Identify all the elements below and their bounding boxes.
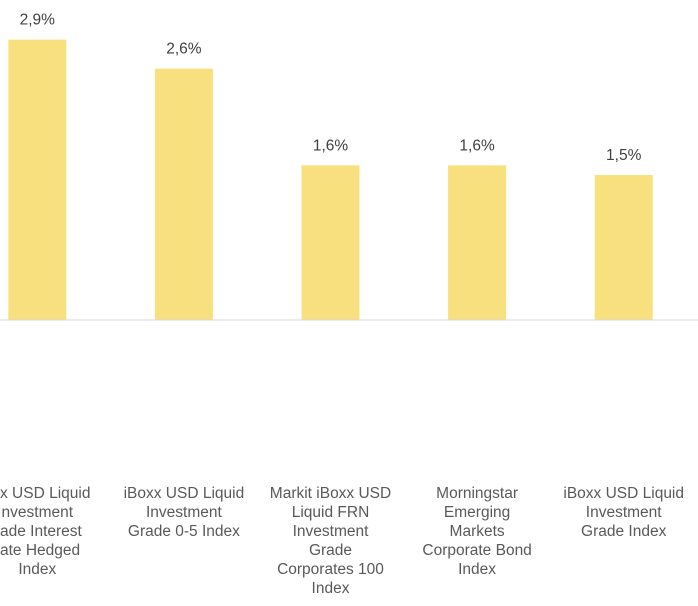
- x-tick-label: Markit iBoxx USD: [270, 485, 391, 502]
- x-tick-label: Index: [312, 580, 350, 597]
- bar: [8, 39, 67, 321]
- bar: [594, 175, 653, 320]
- value-label: 2,6%: [166, 41, 202, 58]
- x-tick-label: Investment: [146, 504, 223, 521]
- x-tick-label: Corporates 100: [277, 561, 384, 578]
- value-label: 1,6%: [459, 137, 495, 154]
- x-tick-label: Corporate Bond: [422, 542, 531, 559]
- value-label: 1,5%: [606, 147, 642, 164]
- x-tick-label: ate Hedged: [0, 542, 80, 559]
- x-tick-label: Grade Index: [581, 523, 667, 540]
- value-label: 1,6%: [313, 137, 349, 154]
- x-tick-label: Liquid FRN: [292, 504, 370, 521]
- x-tick-label: iBoxx USD Liquid: [124, 485, 245, 502]
- bar: [154, 68, 213, 321]
- x-tick-label: Investment: [586, 504, 663, 521]
- bar: [448, 165, 507, 320]
- x-tick-label: iBoxx USD Liquid: [563, 485, 684, 502]
- x-tick-label: Index: [18, 561, 56, 578]
- x-tick-label: ade Interest: [0, 523, 83, 540]
- x-tick-label: Grade: [309, 542, 352, 559]
- x-tick-label: x USD Liquid: [0, 485, 90, 502]
- x-tick-label: Investment: [293, 523, 370, 540]
- value-label: 2,9%: [20, 12, 56, 29]
- x-tick-label: Grade 0-5 Index: [128, 523, 240, 540]
- x-tick-label: Emerging: [444, 504, 510, 521]
- x-tick-label: Index: [458, 561, 496, 578]
- bar: [301, 165, 360, 320]
- x-tick-label: nvestment: [2, 504, 74, 521]
- x-tick-label: Markets: [450, 523, 505, 540]
- x-tick-label: Morningstar: [436, 485, 518, 502]
